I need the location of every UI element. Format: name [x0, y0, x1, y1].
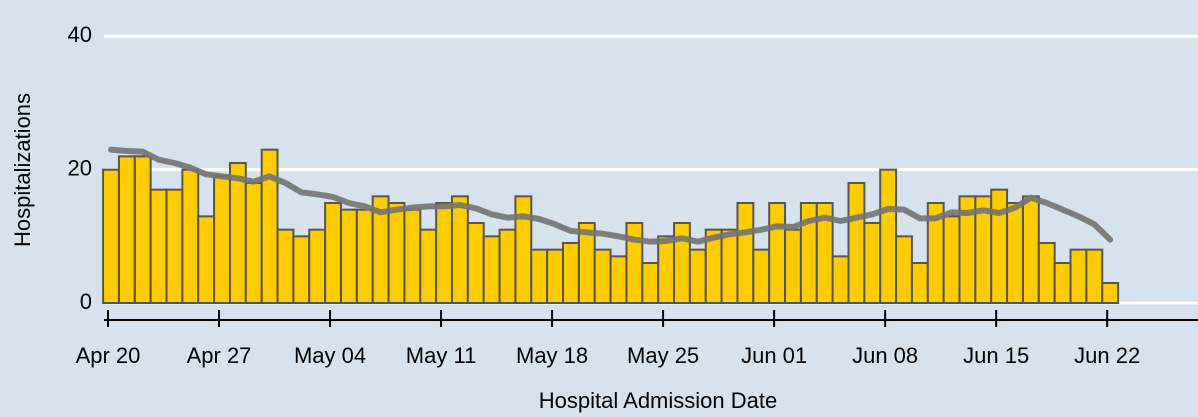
bar	[562, 242, 580, 304]
bar	[847, 182, 866, 304]
bar	[213, 175, 231, 304]
bar	[403, 208, 422, 305]
bar	[133, 155, 152, 304]
bar	[641, 262, 660, 304]
bar	[942, 215, 961, 304]
bar	[863, 222, 882, 304]
x-tick-label: Jun 01	[741, 343, 807, 368]
bar	[1006, 202, 1024, 304]
bar	[117, 155, 136, 304]
bar	[784, 228, 802, 305]
bar	[546, 248, 565, 305]
bar	[482, 235, 501, 304]
x-tick-label: May 04	[294, 343, 366, 368]
bar	[435, 202, 453, 304]
bar	[149, 188, 168, 305]
bar	[1053, 262, 1072, 304]
bar	[990, 188, 1009, 305]
bar	[688, 248, 707, 305]
bar	[292, 235, 311, 304]
bar	[910, 262, 929, 304]
bar	[625, 222, 644, 304]
bar	[1069, 248, 1088, 305]
bar	[102, 168, 120, 304]
bar	[768, 202, 787, 304]
x-tick-label: Jun 22	[1074, 343, 1140, 368]
bar	[419, 228, 438, 305]
y-tick-label: 20	[68, 155, 92, 180]
bar	[1021, 195, 1040, 304]
y-axis-label: Hospitalizations	[10, 93, 35, 247]
x-tick-label: May 25	[627, 343, 699, 368]
bar	[308, 228, 327, 305]
bar	[228, 162, 247, 304]
y-tick-label: 40	[68, 22, 92, 47]
bar	[657, 235, 676, 304]
bar	[736, 202, 755, 304]
bar	[895, 235, 913, 304]
bar	[879, 168, 898, 304]
bar	[260, 148, 279, 304]
bar	[165, 188, 184, 305]
bar	[593, 248, 612, 305]
bar	[276, 228, 295, 305]
bar	[181, 168, 200, 304]
bar	[387, 202, 406, 304]
trend-line	[108, 146, 1114, 245]
x-axis-label: Hospital Admission Date	[539, 388, 777, 413]
bar	[815, 202, 834, 304]
bar	[530, 248, 549, 305]
bar	[514, 195, 533, 304]
bar	[673, 222, 691, 304]
bar	[450, 195, 469, 304]
bar	[752, 248, 771, 305]
x-tick-label: May 11	[406, 343, 477, 368]
bar	[831, 255, 850, 305]
bar	[244, 182, 263, 304]
x-tick-label: May 18	[516, 343, 588, 368]
x-tick-label: Jun 15	[963, 343, 1029, 368]
bar	[498, 228, 517, 305]
bar	[355, 208, 374, 305]
x-tick-label: Apr 20	[76, 343, 141, 368]
bar	[1101, 282, 1120, 304]
bar	[609, 255, 628, 305]
bar	[324, 202, 342, 304]
bar	[339, 208, 358, 305]
bar	[720, 228, 739, 305]
bar	[1085, 248, 1104, 305]
x-tick-label: Apr 27	[187, 343, 252, 368]
bar	[466, 222, 485, 304]
bar	[197, 215, 216, 304]
y-tick-label: 0	[80, 289, 92, 314]
x-tick-label: Jun 08	[852, 343, 918, 368]
bar	[1037, 242, 1056, 304]
